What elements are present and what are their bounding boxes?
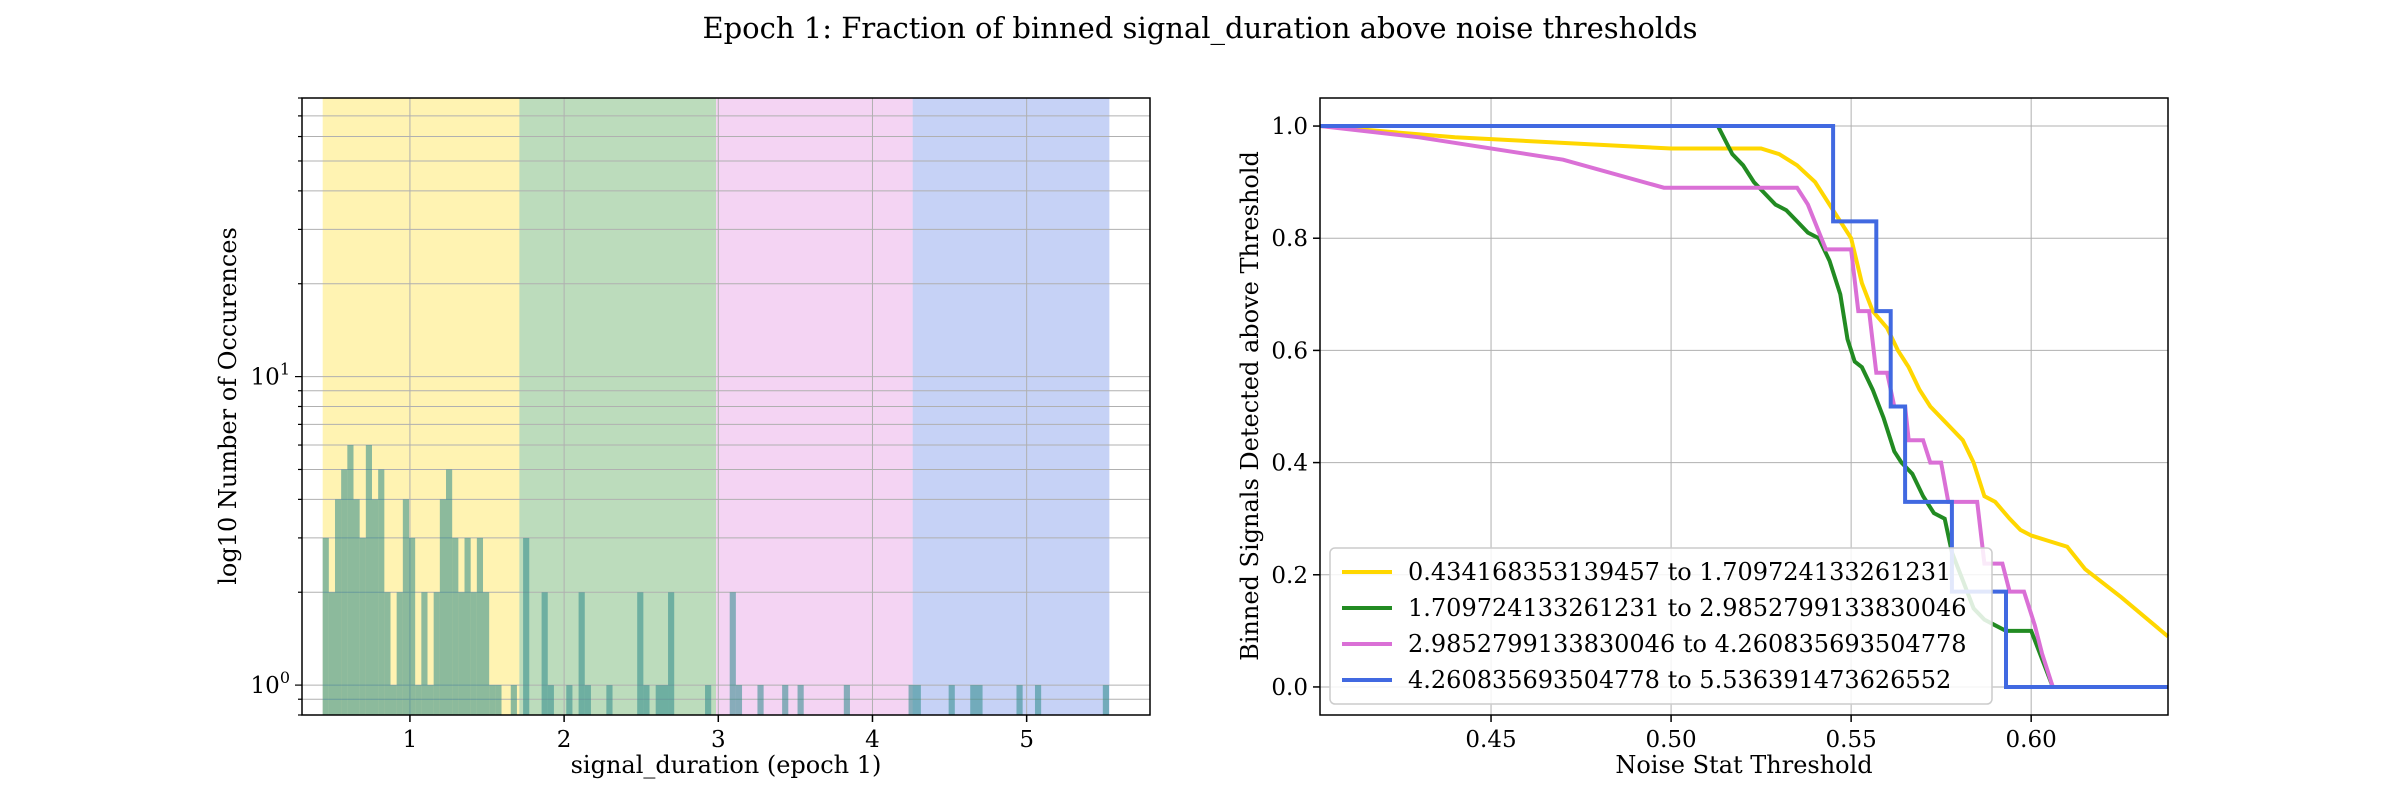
y-tick-label: 100 [251,668,290,699]
y-tick-label: 0.0 [1271,675,1308,701]
histogram-bar [365,445,372,715]
histogram-chart: 1 2 3 4 5 100 101 signal_duration (epoch 1) lo… [214,97,1151,779]
histogram-bar [729,592,736,715]
histogram-bar [705,685,712,715]
histogram-bar [578,592,585,715]
histogram-bar [1034,685,1042,715]
histogram-bar [606,685,613,715]
histogram-bar [470,592,477,715]
x-tick-label: 4 [865,727,880,753]
legend-box [1329,547,1993,705]
histogram-bar [328,592,335,715]
histogram-bar [446,469,453,715]
histogram-bar [334,499,342,715]
histogram-bar [322,537,329,715]
histogram-ticks: 1 2 3 4 5 100 101 [251,97,1034,753]
y-tick-label: 1.0 [1271,114,1308,140]
histogram-bar [547,685,554,715]
x-tick-label: 0.55 [1826,727,1877,753]
histogram-bar [371,499,379,715]
histogram-bar [415,685,422,715]
histogram-bar [341,469,348,715]
legend-entry-label: 1.709724133261231 to 2.9852799133830046 [1408,594,1967,622]
histogram-bar [452,537,459,715]
histogram-bar [409,537,416,715]
x-tick-label: 1 [403,727,418,753]
y-tick-label: 0.4 [1271,451,1308,477]
x-tick-label: 0.50 [1645,727,1696,753]
histogram-bar [1102,685,1109,715]
histogram-bar [566,685,573,715]
histogram-bar [464,537,471,715]
histogram-bar [421,592,428,715]
threshold-line-chart: 0.45 0.50 0.55 0.60 0.0 0.2 0.4 0.6 0.8 1.0 Noise… [1236,97,2170,779]
histogram-bar [483,592,490,715]
histogram-bar [735,685,743,715]
histogram-bar [541,592,548,715]
histogram-bar [757,685,764,715]
histogram-bar [948,685,955,715]
x-tick-label: 0.60 [2006,727,2057,753]
histogram-bar [584,685,591,715]
histogram-bar [378,469,385,715]
x-tick-label: 5 [1019,727,1034,753]
histogram-bar [439,499,447,715]
histogram-bar [908,685,921,715]
series-line-1 [1319,124,2170,639]
histogram-bar [843,685,850,715]
histogram-bar [668,592,675,715]
x-tick-label: 3 [711,727,726,753]
histogram-bar [476,537,484,715]
histogram-bar [655,685,669,715]
line-chart-y-axis-label: Binned Signals Detected above Threshold [1236,151,1264,661]
histogram-bar [637,592,644,715]
histogram-bar [390,685,397,715]
y-tick-label: 0.8 [1271,226,1308,252]
histogram-bar [359,537,366,715]
histogram-bar [797,685,804,715]
histogram-bar [970,685,983,715]
histogram-bar [495,685,502,715]
histogram-bar [458,592,465,715]
line-chart-axes-frame [1319,97,2169,716]
histogram-bar [402,499,410,715]
legend-entry-label: 0.434168353139457 to 1.709724133261231 [1408,558,1951,586]
figure-title: Epoch 1: Fraction of binned signal_durat… [702,11,1697,46]
histogram-x-axis-label: signal_duration (epoch 1) [571,751,882,779]
histogram-bar [1016,685,1023,715]
histogram-bar [384,592,391,715]
y-tick-label: 0.2 [1271,563,1308,589]
line-chart-ticks: 0.45 0.50 0.55 0.60 0.0 0.2 0.4 0.6 0.8 1.0 [1271,114,2056,753]
histogram-y-axis-label: log10 Number of Occurences [214,227,242,585]
line-chart-legend: 0.434168353139457 to 1.709724133261231 1.… [1329,547,1993,705]
histogram-bar [523,537,530,715]
y-tick-label: 0.6 [1271,338,1308,364]
histogram-bar [353,499,360,715]
histogram-bar [510,685,517,715]
x-tick-label: 0.45 [1465,727,1516,753]
histogram-bar [643,685,650,715]
histogram-bar [347,445,354,715]
histogram-bar [489,685,496,715]
line-chart-x-axis-label: Noise Stat Threshold [1615,751,1872,779]
histogram-bar [433,592,440,715]
legend-entry-label: 4.260835693504778 to 5.536391473626552 [1408,666,1951,694]
x-tick-label: 2 [557,727,572,753]
histogram-bar [396,592,403,715]
histogram-bars [322,445,1109,715]
y-tick-label: 101 [251,360,290,391]
legend-entry-label: 2.9852799133830046 to 4.260835693504778 [1408,630,1967,658]
histogram-bar [782,685,789,715]
histogram-bar [427,685,434,715]
series-line-4 [1320,124,2168,689]
